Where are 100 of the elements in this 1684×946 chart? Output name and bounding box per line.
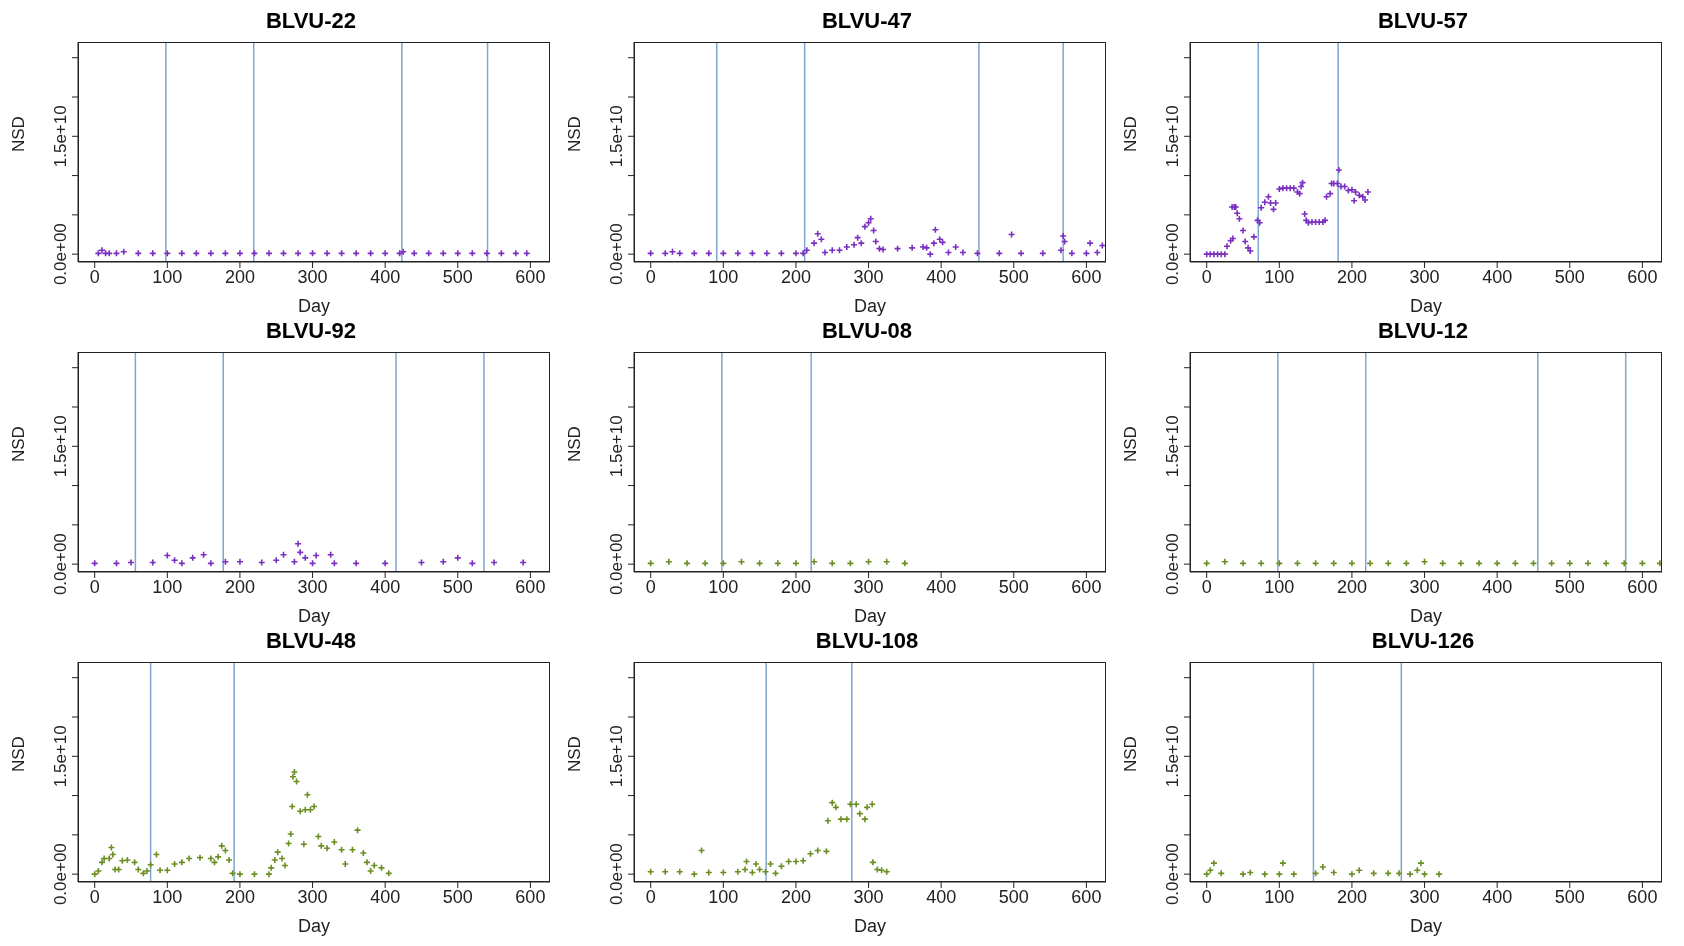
point <box>799 856 807 865</box>
x-tick-label: 100 <box>708 266 739 287</box>
x-tick-label: 300 <box>1409 886 1440 907</box>
x-tick-label: 500 <box>998 886 1029 907</box>
x-tick-label: 600 <box>1071 886 1102 907</box>
point <box>850 240 858 249</box>
x-tick-label: 300 <box>853 576 884 597</box>
point <box>675 867 684 876</box>
y-axis-title: NSD <box>1121 736 1141 772</box>
point <box>803 246 811 255</box>
y-tick-label: 0.0e+00 <box>1163 533 1182 596</box>
y-tick-label: 1.5e+10 <box>51 415 70 478</box>
point <box>1086 239 1094 247</box>
point <box>1413 866 1422 875</box>
y-tick-label: 1.5e+10 <box>607 415 626 478</box>
point <box>1348 185 1356 194</box>
point <box>868 800 876 809</box>
point <box>439 557 448 566</box>
x-tick-label: 0 <box>645 886 656 907</box>
y-axis-title: NSD <box>565 426 585 462</box>
y-axis-title: NSD <box>1121 116 1141 152</box>
point <box>1221 250 1229 258</box>
point <box>1210 859 1218 867</box>
y-tick-label: 0.0e+00 <box>1163 223 1182 286</box>
x-tick-label: 400 <box>370 266 401 287</box>
point <box>1350 196 1358 205</box>
x-axis-title: Day <box>853 916 887 936</box>
point <box>1364 188 1372 196</box>
x-axis-title: Day <box>853 606 887 626</box>
y-tick-label: 1.5e+10 <box>51 725 70 788</box>
x-tick-label: 600 <box>1627 266 1658 287</box>
point <box>1250 233 1258 241</box>
x-tick-label: 300 <box>297 576 328 597</box>
point <box>1348 870 1356 878</box>
x-tick-label: 500 <box>442 576 473 597</box>
point <box>1319 863 1327 871</box>
y-tick-label: 1.5e+10 <box>607 725 626 788</box>
x-tick-label: 200 <box>1336 576 1367 597</box>
point <box>930 239 938 247</box>
point <box>646 867 655 876</box>
point <box>1406 870 1414 878</box>
x-tick-label: 500 <box>998 266 1029 287</box>
y-tick-label: 0.0e+00 <box>51 223 70 286</box>
point <box>1202 870 1211 878</box>
point <box>842 243 851 251</box>
point <box>1335 166 1343 174</box>
x-tick-label: 600 <box>1627 576 1658 597</box>
x-tick-label: 200 <box>1336 886 1367 907</box>
x-tick-label: 100 <box>708 576 739 597</box>
x-axis-title: Day <box>1409 296 1443 316</box>
x-axis-title: Day <box>297 916 331 936</box>
x-tick-label: 400 <box>370 576 401 597</box>
y-tick-label: 0.0e+00 <box>607 533 626 596</box>
x-tick-label: 100 <box>1264 886 1295 907</box>
y-tick-label: 1.5e+10 <box>1163 105 1182 168</box>
x-tick-label: 300 <box>297 266 328 287</box>
y-tick-label: 0.0e+00 <box>51 843 70 906</box>
y-tick-label: 0.0e+00 <box>51 533 70 596</box>
x-axis-title: Day <box>297 606 331 626</box>
x-tick-label: 0 <box>1201 266 1212 287</box>
y-axis-title: NSD <box>1121 426 1141 462</box>
x-axis-title: Day <box>297 296 331 316</box>
point <box>1223 242 1231 251</box>
x-tick-label: 100 <box>152 576 183 597</box>
point <box>188 554 197 562</box>
point <box>1057 246 1065 255</box>
x-tick-label: 300 <box>853 886 884 907</box>
point <box>690 870 699 878</box>
x-tick-label: 0 <box>89 576 100 597</box>
x-tick-label: 500 <box>442 886 473 907</box>
point <box>1300 210 1309 218</box>
x-tick-label: 200 <box>780 576 811 597</box>
x-axis-title: Day <box>1409 916 1443 936</box>
point <box>272 556 281 565</box>
x-tick-label: 600 <box>1627 886 1658 907</box>
point <box>908 244 916 252</box>
y-tick-label: 0.0e+00 <box>1163 843 1182 906</box>
x-tick-label: 300 <box>297 886 328 907</box>
x-tick-label: 100 <box>152 886 183 907</box>
x-tick-label: 300 <box>853 266 884 287</box>
y-tick-label: 1.5e+10 <box>607 105 626 168</box>
point <box>842 815 851 823</box>
point <box>1290 184 1298 192</box>
y-axis-title: NSD <box>9 736 29 772</box>
point <box>1279 859 1287 867</box>
x-tick-label: 0 <box>89 266 100 287</box>
point <box>828 246 837 255</box>
y-tick-label: 0.0e+00 <box>607 223 626 286</box>
x-tick-label: 200 <box>224 576 255 597</box>
x-tick-label: 300 <box>1409 266 1440 287</box>
x-tick-label: 400 <box>1482 886 1513 907</box>
x-tick-label: 500 <box>998 576 1029 597</box>
point <box>837 815 845 823</box>
point <box>453 554 462 562</box>
point <box>1355 866 1363 875</box>
y-axis-title: NSD <box>565 736 585 772</box>
point <box>1435 870 1443 878</box>
point <box>1257 203 1265 212</box>
x-tick-label: 200 <box>780 886 811 907</box>
point <box>1239 870 1247 878</box>
